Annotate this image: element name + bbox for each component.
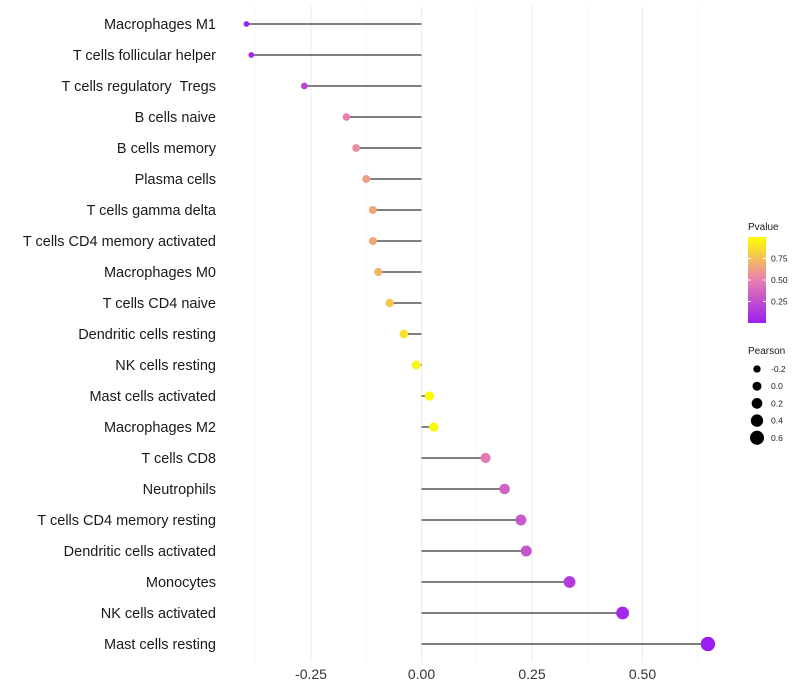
data-point — [424, 391, 435, 401]
data-point — [368, 205, 377, 215]
data-point — [248, 52, 255, 58]
data-point — [368, 236, 377, 246]
data-point — [342, 113, 351, 121]
y-tick-label: Macrophages M1 — [104, 17, 216, 33]
y-tick-label: Mast cells activated — [89, 389, 216, 405]
size-legend-key — [751, 398, 763, 409]
pearson-legend-title: Pearson — [748, 346, 785, 357]
size-legend-label: -0.2 — [771, 364, 786, 374]
y-tick-label: Mast cells resting — [104, 637, 216, 653]
y-tick-label: T cells gamma delta — [87, 203, 217, 219]
data-point — [429, 422, 439, 432]
data-point — [352, 144, 360, 152]
grid-lines — [255, 6, 699, 662]
data-point — [300, 82, 308, 90]
x-tick-label: 0.00 — [408, 666, 435, 682]
y-tick-label: Plasma cells — [135, 172, 216, 188]
y-tick-label: T cells regulatory Tregs — [62, 79, 216, 95]
data-point — [243, 21, 250, 27]
size-legend-key — [752, 381, 762, 391]
x-axis-labels: -0.25 0.00 0.25 0.50 — [295, 666, 656, 682]
size-legend-key — [749, 430, 765, 445]
y-tick-label: NK cells activated — [101, 606, 216, 622]
pvalue-legend: Pvalue 0.25 0.50 0.75 — [748, 222, 788, 323]
y-tick-label: Macrophages M2 — [104, 420, 216, 436]
y-axis-labels: Macrophages M1 T cells follicular helper T… — [23, 17, 217, 653]
data-point — [515, 514, 527, 526]
data-point — [374, 267, 383, 277]
colorbar-tick-label: 0.75 — [771, 254, 788, 264]
size-legend-label: 0.6 — [771, 433, 783, 443]
data-point — [362, 175, 371, 183]
data-point — [399, 329, 409, 339]
y-tick-label: Monocytes — [146, 575, 216, 591]
x-tick-label: 0.25 — [518, 666, 545, 682]
size-legend-label: 0.2 — [771, 398, 783, 408]
y-tick-label: T cells CD4 memory activated — [23, 234, 216, 250]
data-point — [520, 545, 532, 557]
y-tick-label: Macrophages M0 — [104, 265, 216, 281]
y-tick-label: Dendritic cells activated — [64, 544, 216, 560]
y-tick-label: Neutrophils — [143, 482, 216, 498]
colorbar-tick-label: 0.50 — [771, 275, 788, 285]
size-legend-key — [753, 365, 761, 373]
data-point — [616, 606, 630, 620]
y-tick-label: T cells CD4 memory resting — [37, 513, 216, 529]
y-tick-label: NK cells resting — [115, 358, 216, 374]
size-legend-label: 0.4 — [771, 416, 783, 426]
size-legend-label: 0.0 — [771, 381, 783, 391]
y-tick-label: B cells naive — [135, 110, 216, 126]
y-tick-label: Dendritic cells resting — [78, 327, 216, 343]
data-point — [385, 298, 394, 308]
pearson-legend: Pearson -0.2 0.0 0.2 0.4 0.6 — [748, 346, 786, 445]
y-tick-label: T cells follicular helper — [73, 48, 216, 64]
y-tick-label: B cells memory — [117, 141, 217, 157]
pvalue-legend-title: Pvalue — [748, 222, 779, 233]
data-point — [480, 452, 491, 464]
data-point — [411, 360, 421, 370]
pvalue-colorbar — [748, 237, 766, 323]
x-tick-label: 0.50 — [629, 666, 656, 682]
y-tick-label: T cells CD8 — [141, 451, 216, 467]
colorbar-tick-label: 0.25 — [771, 297, 788, 307]
data-point — [499, 483, 510, 495]
data-point — [700, 636, 716, 652]
size-legend-key — [750, 414, 764, 427]
x-tick-label: -0.25 — [295, 666, 327, 682]
data-point — [563, 576, 576, 588]
y-tick-label: T cells CD4 naive — [103, 296, 216, 312]
stems — [246, 23, 708, 645]
points — [243, 21, 716, 652]
